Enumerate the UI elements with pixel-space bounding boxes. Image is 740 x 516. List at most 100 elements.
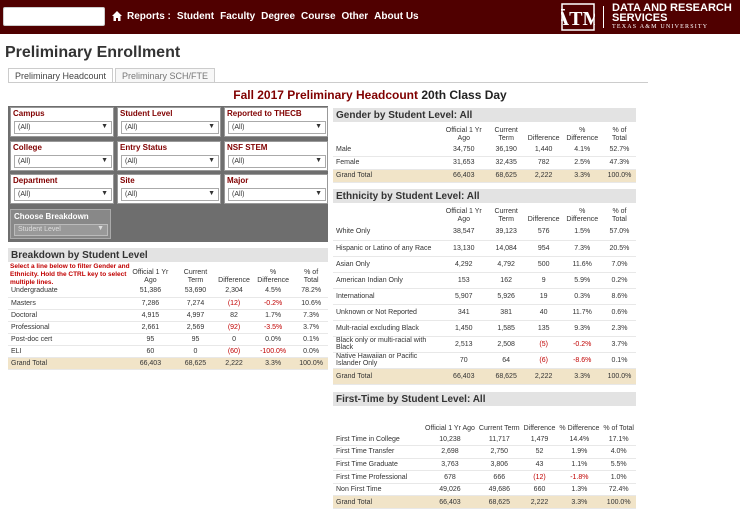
cell-value: 64 bbox=[486, 352, 526, 369]
row-label: Asian Only bbox=[333, 256, 441, 273]
row-label: American Indian Only bbox=[333, 272, 441, 289]
row-label: International bbox=[333, 288, 441, 305]
cell-value: 95 bbox=[126, 333, 175, 346]
table-row[interactable]: First Time Professional 678 666 (12) -1.8% 1.… bbox=[333, 470, 636, 484]
table-row[interactable]: Doctoral 4,915 4,997 82 1.7% 7.3% bbox=[8, 309, 328, 322]
total-value: 68,625 bbox=[476, 495, 522, 510]
filter-select[interactable]: (All) ▼ bbox=[14, 121, 112, 134]
cell-value: 782 bbox=[525, 156, 562, 170]
cell-value: 4,292 bbox=[441, 256, 487, 273]
table-row[interactable]: First Time Transfer 2,698 2,750 52 1.9% 4.0% bbox=[333, 445, 636, 459]
table-row[interactable]: First Time in College 10,238 11,717 1,479 14… bbox=[333, 433, 636, 447]
filter-value: (All) bbox=[232, 124, 245, 131]
search-input[interactable] bbox=[3, 7, 105, 26]
chevron-down-icon: ▼ bbox=[315, 123, 322, 130]
cell-value: 1.0% bbox=[601, 470, 636, 484]
cell-value: 31,653 bbox=[441, 156, 487, 170]
nav-course[interactable]: Course bbox=[301, 11, 336, 22]
total-value: 2,222 bbox=[525, 169, 562, 183]
column-header: Current Term bbox=[478, 425, 520, 432]
chevron-down-icon: ▼ bbox=[208, 190, 215, 197]
table-row[interactable]: Non First Time 49,026 49,686 660 1.3% 72.4% bbox=[333, 483, 636, 497]
table-row[interactable]: Hispanic or Latino of any Race 13,130 14,0… bbox=[333, 240, 636, 257]
nav-degree[interactable]: Degree bbox=[261, 11, 296, 22]
cell-value: 0 bbox=[216, 333, 252, 346]
choose-breakdown-select[interactable]: Student Level ▼ bbox=[14, 224, 108, 236]
tamu-logo[interactable]: ĀTM bbox=[561, 3, 595, 31]
cell-value: 4.1% bbox=[561, 143, 603, 157]
column-header: Current Term bbox=[183, 269, 208, 284]
cell-value: -1.8% bbox=[557, 470, 602, 484]
filter-select[interactable]: (All) ▼ bbox=[121, 188, 219, 201]
brand-line-2: SERVICES bbox=[612, 12, 668, 24]
cell-value: 1.1% bbox=[557, 458, 602, 472]
breakdown-table: Official 1 Yr Ago Current Term Difference%… bbox=[8, 265, 328, 370]
cell-value: 9 bbox=[525, 272, 562, 289]
table-row[interactable]: Black only or multi-racial with Black 2,5… bbox=[333, 336, 636, 353]
grand-total-row[interactable]: Grand Total 66,403 68,625 2,222 3.3% 100.0% bbox=[333, 169, 636, 183]
choose-breakdown-value: Student Level bbox=[18, 226, 61, 233]
table-row[interactable]: Female 31,653 32,435 782 2.5% 47.3% bbox=[333, 156, 636, 170]
table-row[interactable]: American Indian Only 153 162 9 5.9% 0.2% bbox=[333, 272, 636, 289]
filter-4: Entry Status (All) ▼ bbox=[117, 141, 221, 171]
cell-value: 5,907 bbox=[441, 288, 487, 305]
tab-preliminary-sch-fte[interactable]: Preliminary SCH/FTE bbox=[115, 68, 216, 83]
grand-total-row[interactable]: Grand Total 66,403 68,625 2,222 3.3% 100.0% bbox=[333, 368, 636, 385]
ethnicity-table: Official 1 Yr Ago Current Term Difference%… bbox=[333, 204, 636, 385]
table-row[interactable]: Unknown or Not Reported 341 381 40 11.7% 0.6% bbox=[333, 304, 636, 321]
table-row[interactable]: First Time Graduate 3,763 3,806 43 1.1% 5.5% bbox=[333, 458, 636, 472]
filter-label: Major bbox=[227, 176, 249, 185]
tab-preliminary-headcount[interactable]: Preliminary Headcount bbox=[8, 68, 114, 83]
cell-value: 34,750 bbox=[441, 143, 487, 157]
filter-select[interactable]: (All) ▼ bbox=[121, 155, 219, 168]
table-row[interactable]: Professional 2,661 2,569 (92) -3.5% 3.7% bbox=[8, 321, 328, 334]
home-icon[interactable] bbox=[112, 11, 122, 21]
table-row[interactable]: ELI 60 0 (60) -100.0% 0.0% bbox=[8, 345, 328, 358]
nav-about-us[interactable]: About Us bbox=[374, 11, 419, 22]
nav-faculty[interactable]: Faculty bbox=[220, 11, 256, 22]
table-row[interactable]: White Only 38,547 39,123 576 1.5% 57.0% bbox=[333, 224, 636, 241]
cell-value: 3,806 bbox=[476, 458, 522, 472]
row-label: Female bbox=[333, 156, 441, 170]
table-row[interactable]: Male 34,750 36,190 1,440 4.1% 52.7% bbox=[333, 143, 636, 157]
total-value: 3.3% bbox=[561, 368, 603, 385]
filter-select[interactable]: (All) ▼ bbox=[228, 121, 326, 134]
filter-select[interactable]: (All) ▼ bbox=[14, 188, 112, 201]
cell-value: 2,750 bbox=[476, 445, 522, 459]
header-blank bbox=[8, 265, 126, 285]
table-row[interactable]: Undergraduate 51,386 53,690 2,304 4.5% 78.2% bbox=[8, 285, 328, 298]
cell-value: 72.4% bbox=[601, 483, 636, 497]
table-row[interactable]: Mult-racial excluding Black 1,450 1,585 135… bbox=[333, 320, 636, 337]
header-blank bbox=[333, 413, 423, 433]
chevron-down-icon: ▼ bbox=[101, 190, 108, 197]
cell-value: 7.3% bbox=[294, 309, 328, 322]
filter-select[interactable]: (All) ▼ bbox=[121, 121, 219, 134]
filter-select[interactable]: (All) ▼ bbox=[14, 155, 112, 168]
column-header: Difference bbox=[527, 216, 560, 223]
cell-value: 0.1% bbox=[602, 352, 636, 369]
cell-value: 2,698 bbox=[423, 445, 477, 459]
grand-total-row[interactable]: Grand Total 66,403 68,625 2,222 3.3% 100.0% bbox=[8, 357, 328, 370]
firsttime-table: Official 1 Yr Ago Current Term Difference%… bbox=[333, 413, 636, 510]
cell-value: 95 bbox=[174, 333, 217, 346]
chevron-down-icon: ▼ bbox=[208, 123, 215, 130]
grand-total-row[interactable]: Grand Total 66,403 68,625 2,222 3.3% 100.0% bbox=[333, 495, 636, 510]
filter-select[interactable]: (All) ▼ bbox=[228, 155, 326, 168]
chevron-down-icon: ▼ bbox=[208, 157, 215, 164]
table-row[interactable]: Post-doc cert 95 95 0 0.0% 0.1% bbox=[8, 333, 328, 346]
nav-other[interactable]: Other bbox=[341, 11, 369, 22]
table-row[interactable]: International 5,907 5,926 19 0.3% 8.6% bbox=[333, 288, 636, 305]
table-row[interactable]: Asian Only 4,292 4,792 500 11.6% 7.0% bbox=[333, 256, 636, 273]
nav-reports[interactable]: Reports : bbox=[127, 11, 171, 22]
cell-value: (12) bbox=[521, 470, 558, 484]
cell-value: 60 bbox=[126, 345, 175, 358]
cell-value: 49,686 bbox=[476, 483, 522, 497]
table-row[interactable]: Masters 7,286 7,274 (12) -0.2% 10.6% bbox=[8, 297, 328, 310]
filter-select[interactable]: (All) ▼ bbox=[228, 188, 326, 201]
cell-value: 954 bbox=[525, 240, 562, 257]
cell-value: 0.2% bbox=[602, 272, 636, 289]
table-row[interactable]: Native Hawaiian or Pacific Islander Only… bbox=[333, 352, 636, 369]
total-value: 66,403 bbox=[441, 368, 487, 385]
cell-value: 4,792 bbox=[486, 256, 526, 273]
nav-student[interactable]: Student bbox=[176, 11, 215, 22]
